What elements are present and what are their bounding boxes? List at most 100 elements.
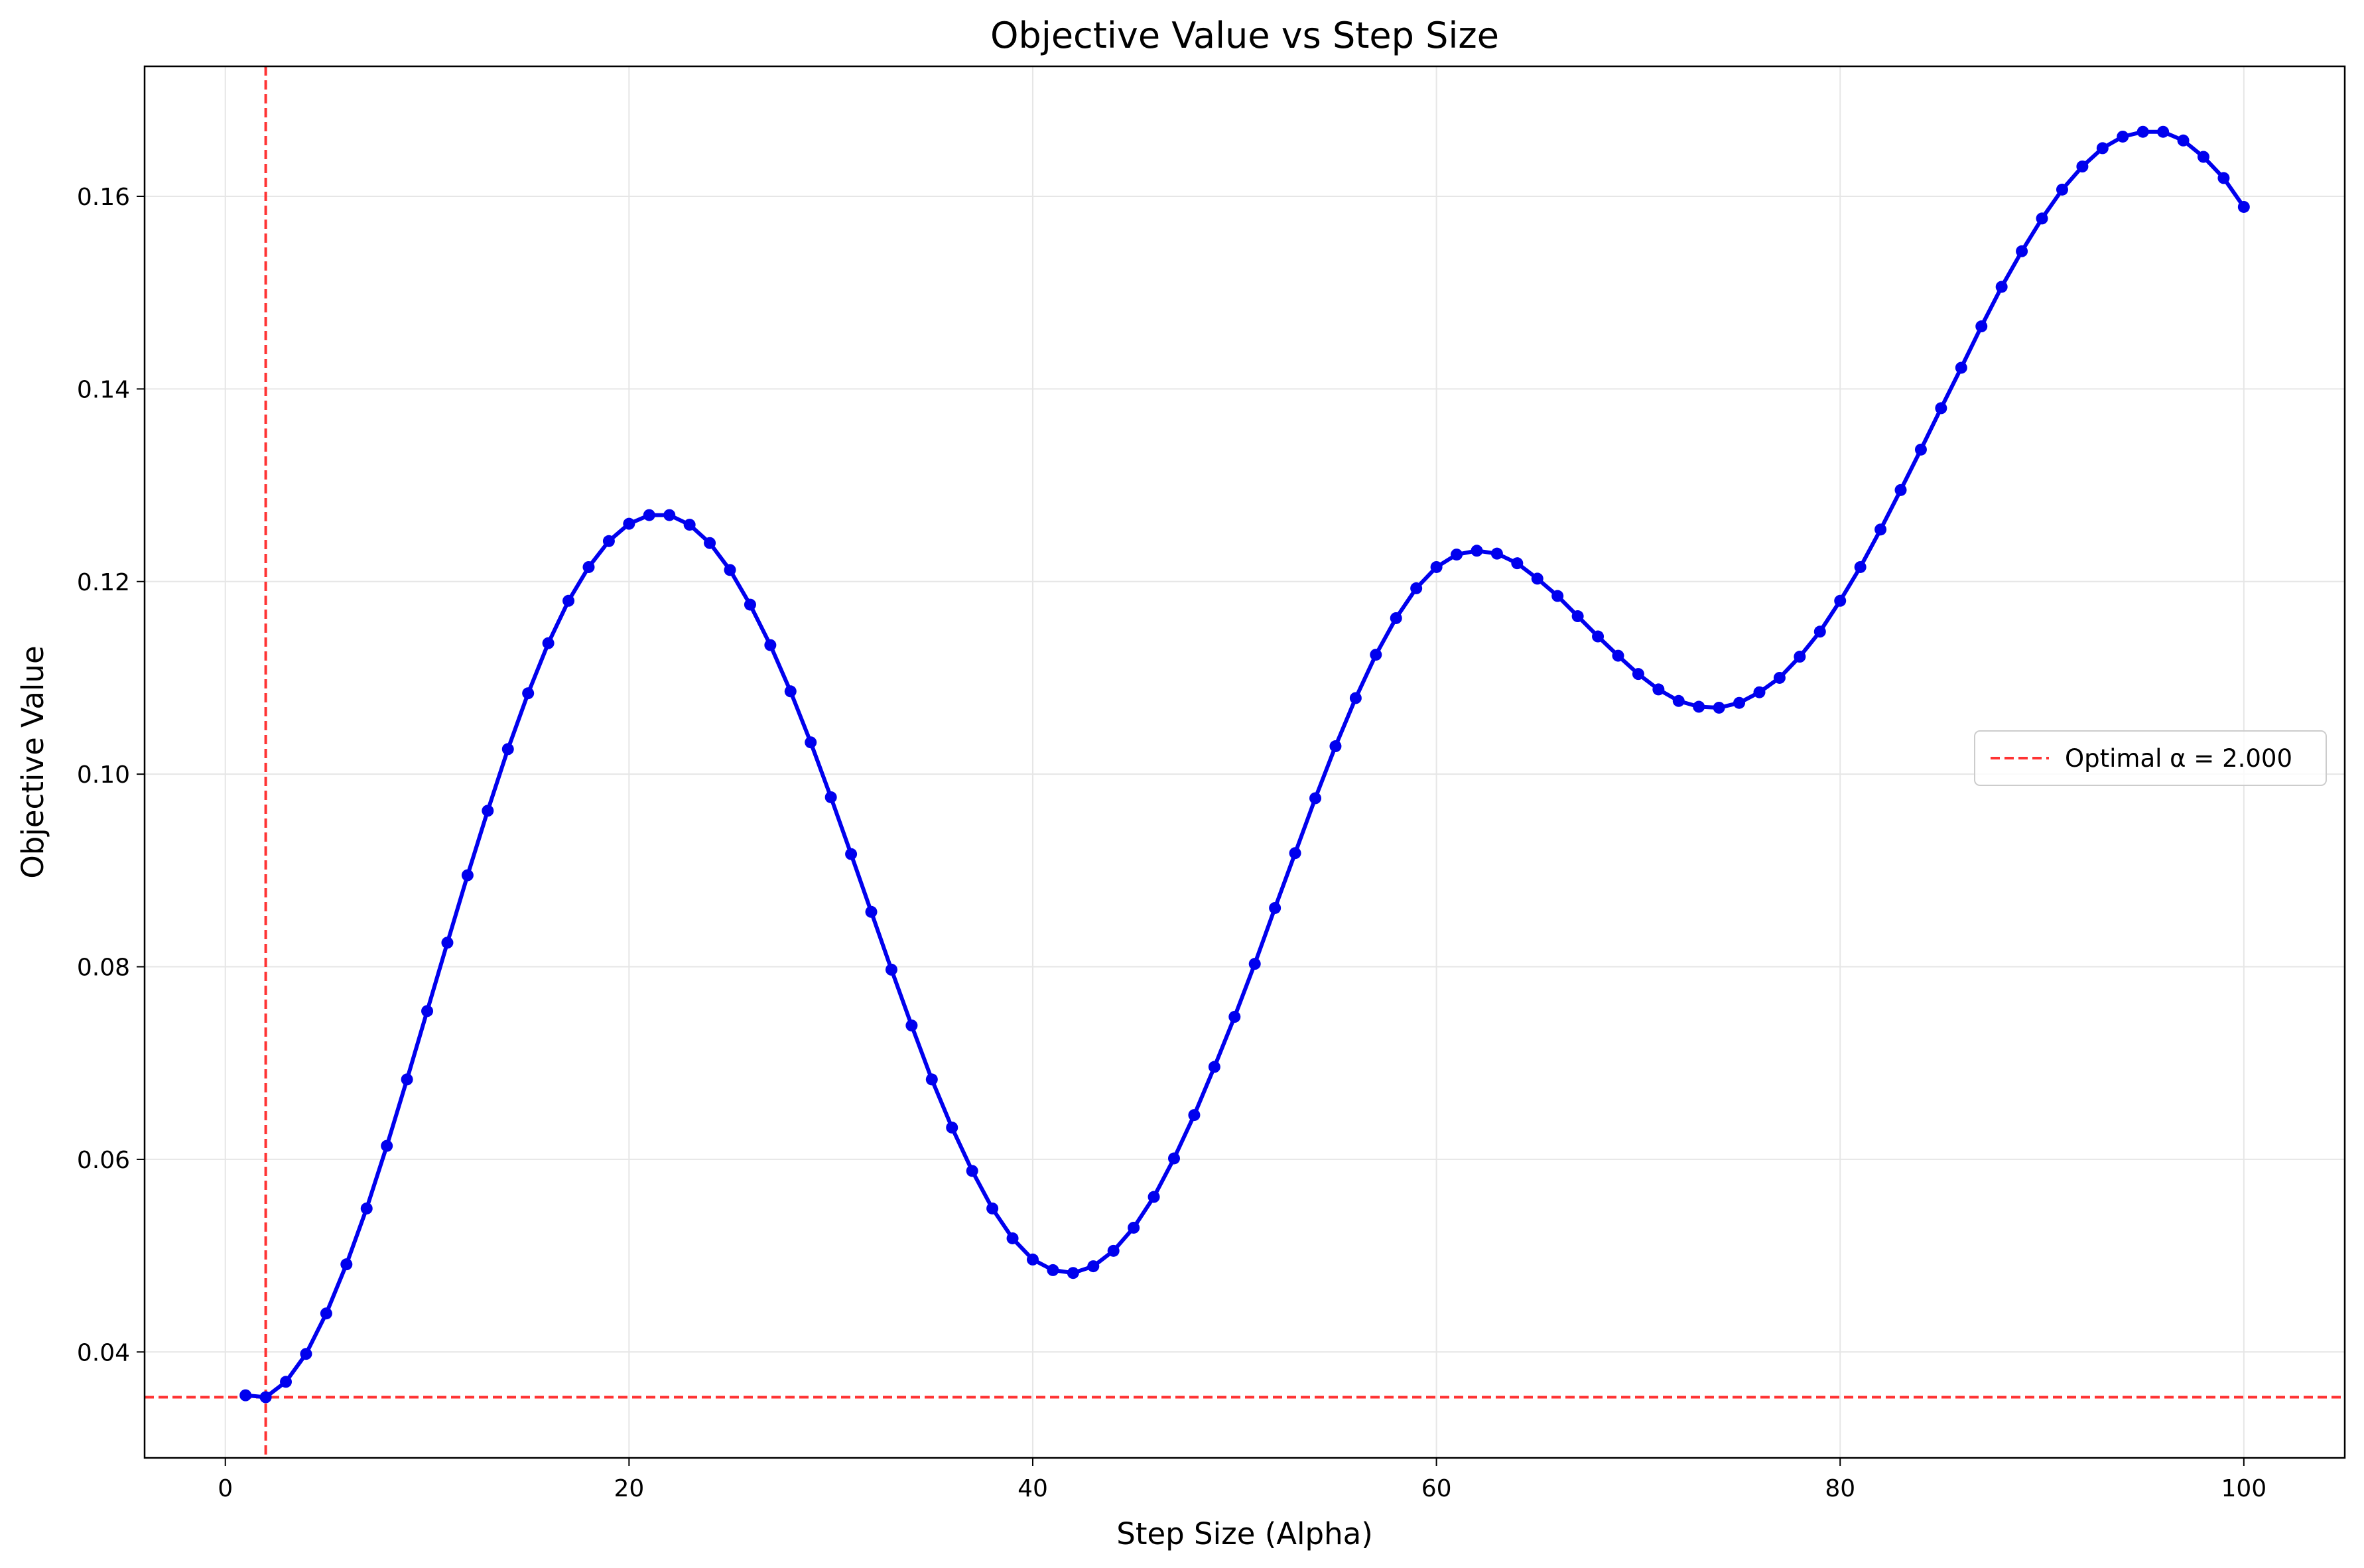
data-point xyxy=(2217,172,2230,184)
data-point xyxy=(602,535,615,547)
data-point xyxy=(805,736,817,749)
x-tick-label: 60 xyxy=(1421,1475,1452,1502)
y-tick-label: 0.04 xyxy=(77,1339,130,1366)
data-point xyxy=(643,509,655,521)
legend: Optimal α = 2.000 xyxy=(1974,730,2327,786)
data-point xyxy=(1410,582,1423,594)
data-point xyxy=(320,1307,332,1320)
data-point xyxy=(1349,692,1362,704)
data-point xyxy=(1511,557,1524,570)
data-point xyxy=(744,598,756,611)
data-point xyxy=(683,519,696,531)
data-point xyxy=(522,687,535,700)
data-point xyxy=(1773,671,1786,684)
data-point xyxy=(784,685,797,698)
data-point xyxy=(280,1376,293,1388)
data-point xyxy=(1592,630,1605,643)
data-point xyxy=(1935,402,1947,415)
data-point xyxy=(1955,361,1967,374)
y-tick-label: 0.10 xyxy=(77,761,130,789)
data-point xyxy=(1329,740,1342,753)
data-point xyxy=(1571,610,1584,623)
data-point xyxy=(1632,668,1644,681)
data-point xyxy=(1026,1253,1039,1266)
data-point xyxy=(1794,651,1806,663)
data-point xyxy=(582,560,595,573)
data-point xyxy=(724,564,736,576)
data-point xyxy=(1471,545,1483,557)
data-point xyxy=(340,1258,353,1271)
data-point xyxy=(2197,151,2209,163)
data-point xyxy=(946,1121,958,1134)
data-point xyxy=(2056,183,2068,196)
data-point xyxy=(482,805,494,817)
data-point xyxy=(1107,1244,1120,1257)
data-point xyxy=(1289,847,1301,860)
data-point xyxy=(1430,560,1443,573)
x-axis-label: Step Size (Alpha) xyxy=(1116,1516,1373,1551)
y-tick-label: 0.12 xyxy=(77,569,130,596)
data-point xyxy=(1713,701,1725,714)
data-point xyxy=(1006,1232,1019,1244)
data-point xyxy=(845,848,858,860)
data-point xyxy=(1309,792,1322,805)
data-point xyxy=(1874,523,1887,536)
data-point xyxy=(865,905,878,918)
x-tick-label: 80 xyxy=(1825,1475,1855,1502)
legend-label: Optimal α = 2.000 xyxy=(2065,744,2292,773)
data-point xyxy=(259,1391,272,1404)
series-group xyxy=(239,125,2250,1404)
data-point xyxy=(1248,958,1261,970)
data-point xyxy=(441,937,454,949)
data-point xyxy=(623,517,635,530)
y-axis: 0.04 0.06 0.08 0.10 0.12 0.14 0.16 xyxy=(77,184,145,1366)
data-point xyxy=(925,1073,938,1086)
data-point xyxy=(2016,245,2028,257)
data-point xyxy=(1269,901,1281,914)
data-point xyxy=(1370,649,1382,661)
data-point xyxy=(1390,612,1402,624)
x-tick-label: 0 xyxy=(218,1475,233,1502)
chart-title: Objective Value vs Step Size xyxy=(990,15,1499,56)
data-point xyxy=(986,1202,999,1214)
data-point xyxy=(905,1019,918,1032)
data-point xyxy=(1995,281,2008,293)
data-point xyxy=(2237,200,2250,213)
data-point xyxy=(1551,590,1564,602)
data-point xyxy=(1188,1109,1201,1122)
data-point xyxy=(562,594,575,607)
data-point xyxy=(1087,1260,1100,1273)
data-point xyxy=(1894,484,1907,496)
data-point xyxy=(1612,649,1624,662)
data-point xyxy=(381,1140,393,1152)
data-point xyxy=(2076,160,2089,172)
data-point xyxy=(1975,320,1988,333)
data-point xyxy=(1914,443,1927,456)
data-point xyxy=(401,1073,413,1086)
data-point xyxy=(1490,547,1503,560)
data-point xyxy=(501,743,514,755)
y-tick-label: 0.06 xyxy=(77,1147,130,1174)
data-point xyxy=(2157,125,2170,138)
data-point xyxy=(1067,1267,1079,1279)
data-point xyxy=(764,639,777,651)
y-tick-label: 0.16 xyxy=(77,184,130,211)
data-point xyxy=(360,1202,373,1214)
data-point xyxy=(2036,212,2048,225)
data-point xyxy=(1813,625,1826,638)
data-point xyxy=(2117,130,2129,143)
data-point xyxy=(421,1005,434,1017)
data-point xyxy=(1531,572,1543,585)
data-point xyxy=(663,509,676,521)
x-tick-label: 40 xyxy=(1018,1475,1048,1502)
reference-lines xyxy=(145,66,2345,1458)
data-point xyxy=(1128,1221,1140,1234)
data-point xyxy=(239,1389,252,1402)
data-point xyxy=(1834,594,1847,607)
data-point xyxy=(300,1348,312,1360)
data-point xyxy=(704,537,716,549)
plot-frame xyxy=(143,65,2346,1459)
x-axis: 0 20 40 60 80 100 xyxy=(218,1458,2266,1502)
data-point xyxy=(1672,694,1685,707)
